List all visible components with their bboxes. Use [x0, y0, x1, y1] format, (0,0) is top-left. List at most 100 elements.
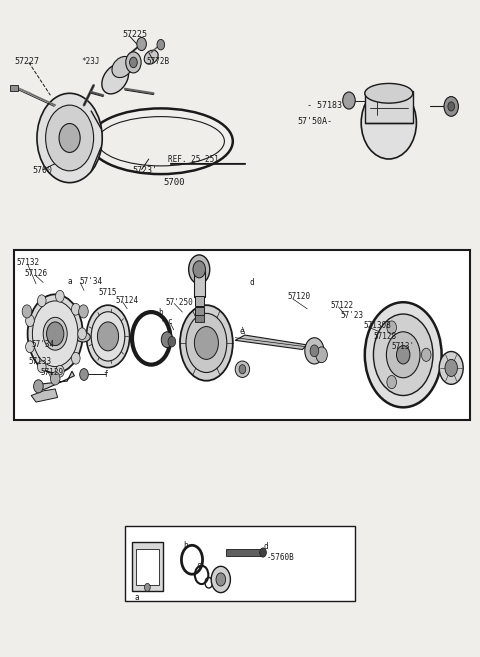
Text: 57'50A-: 57'50A- [298, 117, 333, 126]
Text: c: c [196, 560, 201, 570]
Circle shape [216, 573, 226, 586]
Circle shape [310, 345, 319, 357]
Circle shape [97, 322, 119, 351]
Text: 57133: 57133 [29, 357, 52, 366]
Circle shape [161, 332, 173, 348]
Bar [195, 307, 204, 315]
Text: - 57183: - 57183 [307, 101, 342, 110]
Circle shape [260, 548, 266, 557]
Ellipse shape [33, 301, 78, 367]
Text: a: a [134, 593, 139, 602]
Bar [194, 271, 205, 297]
Text: 57124: 57124 [115, 296, 138, 305]
Circle shape [448, 102, 455, 111]
Text: 57'23: 57'23 [341, 311, 364, 320]
Text: 5723': 5723' [132, 166, 157, 175]
Text: b: b [158, 308, 163, 317]
Circle shape [194, 327, 218, 359]
Text: 57132: 57132 [17, 258, 40, 267]
Bar [0, 0, 480, 260]
Ellipse shape [56, 365, 64, 377]
Bar [195, 296, 204, 306]
Bar [136, 549, 159, 585]
Text: 5700: 5700 [33, 166, 53, 175]
Circle shape [316, 347, 327, 363]
Text: a: a [67, 277, 72, 286]
Bar [226, 549, 262, 556]
Ellipse shape [27, 294, 83, 373]
Ellipse shape [91, 312, 125, 361]
Ellipse shape [86, 306, 130, 368]
Circle shape [444, 97, 458, 116]
Circle shape [130, 57, 137, 68]
Circle shape [305, 338, 324, 364]
Circle shape [79, 305, 88, 318]
Text: 57122: 57122 [330, 301, 353, 310]
Circle shape [137, 37, 146, 51]
Text: 57120: 57120 [287, 292, 310, 302]
Text: 57'34: 57'34 [31, 340, 54, 350]
Ellipse shape [76, 332, 90, 342]
Circle shape [144, 583, 150, 591]
Bar [14, 250, 470, 420]
Circle shape [386, 332, 420, 378]
Circle shape [396, 346, 410, 364]
Circle shape [126, 52, 141, 73]
Circle shape [189, 255, 210, 284]
Text: -5760B: -5760B [266, 553, 294, 562]
Text: 57128: 57128 [373, 332, 396, 341]
Circle shape [365, 302, 442, 407]
Ellipse shape [144, 50, 158, 64]
Bar [10, 85, 18, 91]
Ellipse shape [102, 64, 129, 94]
Text: *23J: *23J [82, 57, 100, 66]
Circle shape [50, 372, 60, 385]
Bar [125, 526, 355, 601]
Ellipse shape [43, 317, 67, 350]
Text: 5700: 5700 [163, 178, 185, 187]
Bar [132, 542, 163, 591]
Text: 57'250: 57'250 [166, 298, 193, 307]
Circle shape [22, 305, 32, 318]
Circle shape [139, 321, 164, 355]
Circle shape [373, 314, 433, 396]
Text: f: f [103, 370, 108, 379]
Text: d: d [264, 542, 269, 551]
Circle shape [59, 124, 80, 152]
Circle shape [239, 365, 246, 374]
Text: 57129: 57129 [41, 368, 64, 377]
Polygon shape [235, 335, 307, 350]
Polygon shape [31, 389, 58, 402]
Text: 57126: 57126 [24, 269, 47, 279]
Text: 57'34: 57'34 [79, 277, 102, 286]
Circle shape [193, 261, 205, 278]
Bar [365, 91, 413, 123]
Ellipse shape [37, 361, 46, 373]
Circle shape [168, 336, 176, 347]
Text: 57227: 57227 [14, 57, 39, 66]
Ellipse shape [72, 304, 80, 315]
Circle shape [211, 566, 230, 593]
Ellipse shape [25, 315, 34, 327]
Circle shape [439, 351, 463, 384]
Text: REF. 25 251: REF. 25 251 [168, 155, 219, 164]
Circle shape [157, 39, 165, 50]
Ellipse shape [112, 57, 133, 78]
Text: 57225: 57225 [122, 30, 147, 39]
Text: c: c [167, 317, 172, 327]
Ellipse shape [97, 117, 225, 166]
Circle shape [37, 93, 102, 183]
Text: 57130B: 57130B [364, 321, 392, 330]
Circle shape [46, 105, 94, 171]
Ellipse shape [361, 87, 417, 159]
Circle shape [421, 348, 431, 361]
Circle shape [47, 322, 64, 346]
Ellipse shape [25, 341, 34, 353]
Bar [195, 315, 204, 322]
Circle shape [445, 359, 457, 376]
Ellipse shape [72, 352, 80, 364]
Ellipse shape [365, 83, 413, 103]
Ellipse shape [186, 313, 227, 373]
Ellipse shape [56, 290, 64, 302]
Circle shape [80, 369, 88, 380]
